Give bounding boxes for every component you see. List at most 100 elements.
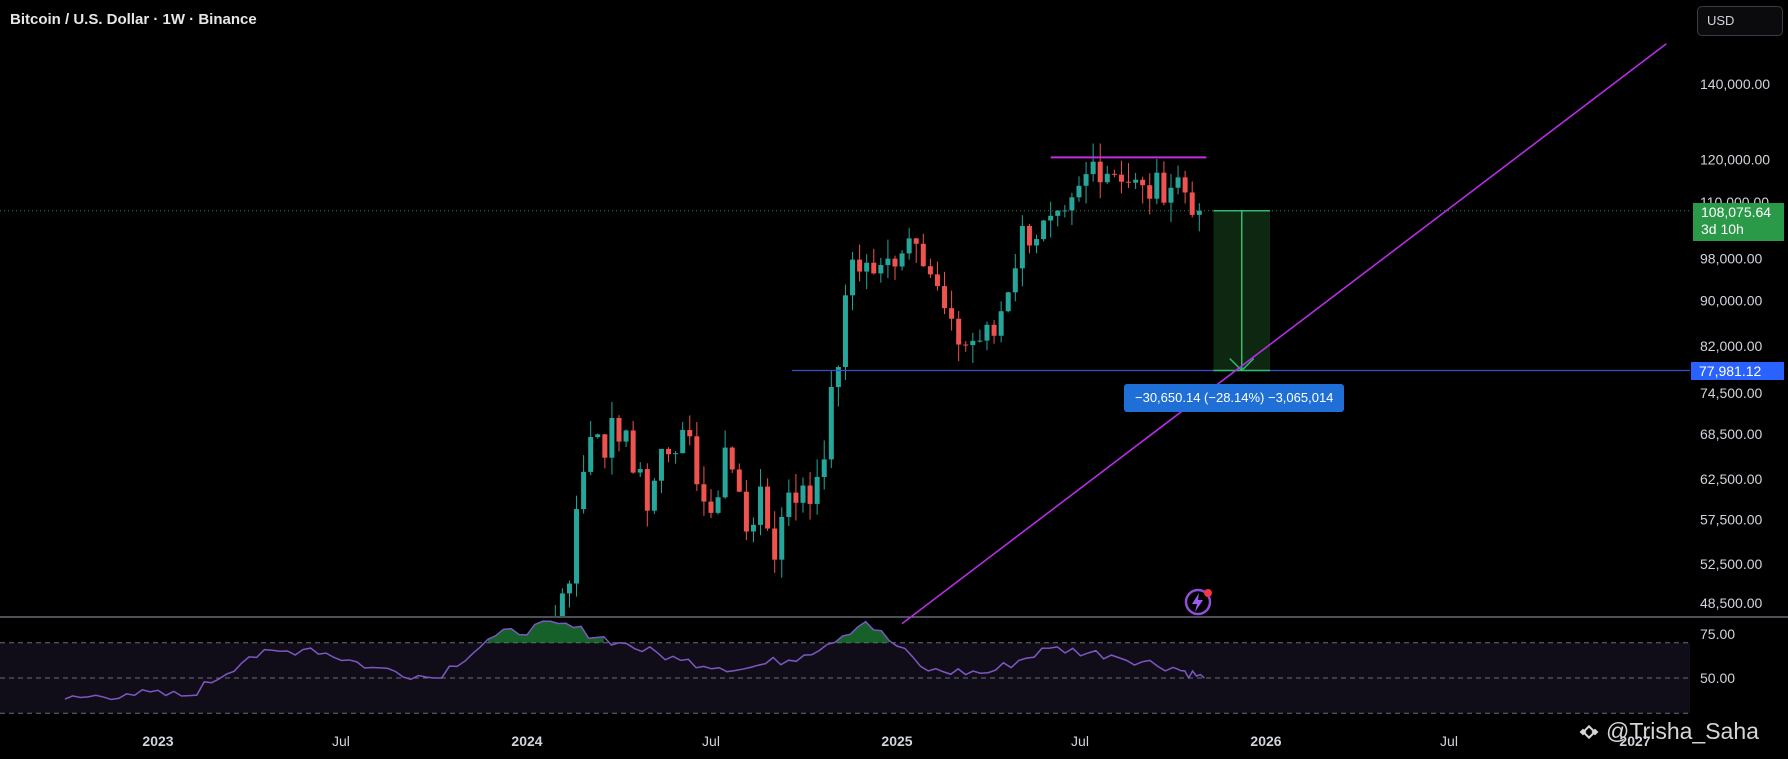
candle-body: [1012, 268, 1018, 293]
candle-body: [913, 238, 919, 244]
candle-body: [892, 258, 898, 267]
time-tick-label: Jul: [1440, 733, 1458, 749]
candle-body: [1019, 226, 1025, 269]
candle-body: [1147, 185, 1153, 199]
measure-arrow-head: [1229, 357, 1255, 372]
candle-body: [743, 491, 749, 532]
price-tick-label: 90,000.00: [1700, 292, 1762, 308]
candle-body: [1005, 292, 1011, 312]
candle-body: [956, 318, 962, 345]
candle-body: [821, 459, 827, 477]
candle-body: [1161, 172, 1167, 203]
candle-body: [673, 453, 679, 455]
candle-body: [1062, 210, 1068, 212]
time-tick-label: 2027: [1619, 733, 1650, 749]
candle-body: [574, 509, 580, 584]
price-tick-label: 62,500.00: [1700, 471, 1762, 487]
candle-body: [1189, 192, 1195, 215]
candle-body: [651, 480, 657, 511]
trendline: [901, 43, 1667, 625]
candle-body: [885, 258, 891, 266]
candle-body: [595, 434, 601, 438]
candle-body: [1048, 215, 1054, 221]
candle-body: [630, 430, 636, 473]
candle-body: [708, 501, 714, 513]
rsi-tick-label: 50.00: [1700, 670, 1735, 686]
candle-body: [694, 436, 700, 485]
price-tick-label: 98,000.00: [1700, 251, 1762, 267]
candle-body: [1055, 210, 1061, 216]
candle-body: [1175, 177, 1181, 188]
candle-body: [637, 469, 643, 473]
candle-body: [1041, 220, 1047, 240]
price-tick-label: 52,500.00: [1700, 556, 1762, 572]
price-tick-label: 140,000.00: [1700, 76, 1770, 92]
candle-body: [750, 524, 756, 532]
candle-body: [644, 469, 650, 511]
candle-body: [814, 476, 820, 504]
candle-body: [609, 417, 615, 458]
rsi-line: [64, 620, 1205, 701]
chart-title: Bitcoin / U.S. Dollar · 1W · Binance: [10, 11, 257, 28]
candle-body: [581, 471, 587, 510]
time-tick-label: 2026: [1250, 733, 1281, 749]
time-tick-label: 2023: [142, 733, 173, 749]
candle-body: [842, 295, 848, 368]
price-tick-label: 74,500.00: [1700, 385, 1762, 401]
candle-body: [920, 243, 926, 267]
candle-body: [736, 469, 742, 492]
candle-body: [927, 266, 933, 275]
candle-body: [800, 485, 806, 503]
candle-body: [1104, 173, 1110, 183]
candle-body: [963, 344, 969, 346]
candle-body: [878, 265, 884, 274]
candle-body: [899, 253, 905, 267]
candle-body: [1126, 181, 1132, 183]
lightning-bolt-icon[interactable]: [1182, 586, 1214, 618]
candle-body: [715, 497, 721, 513]
watermark-text: @Trisha_Saha: [1606, 718, 1759, 744]
candle-body: [991, 324, 997, 336]
rsi-overbought-fill: [487, 621, 604, 643]
price-tick-label: 68,500.00: [1700, 426, 1762, 442]
candle-body: [828, 386, 834, 460]
rsi-tick-label: 75.00: [1700, 626, 1735, 642]
candle-body: [1069, 197, 1075, 211]
candle-body: [1140, 179, 1146, 186]
candle-body: [934, 274, 940, 287]
candle-body: [779, 516, 785, 560]
time-tick-label: Jul: [332, 733, 350, 749]
candle-body: [1154, 172, 1160, 199]
measure-label[interactable]: −30,650.14 (−28.14%) −3,065,014: [1124, 384, 1345, 412]
price-axis: 140,000.00120,000.00110,000.0098,000.009…: [1700, 76, 1770, 611]
candle-body: [1182, 177, 1188, 193]
candle-body: [793, 492, 799, 503]
candles: [554, 143, 1202, 616]
candle-body: [906, 238, 912, 254]
candle-body: [871, 262, 877, 274]
candle-body: [835, 367, 841, 387]
time-tick-label: 2024: [511, 733, 542, 749]
candle-body: [807, 485, 813, 504]
candle-body: [998, 311, 1004, 336]
price-tick-label: 82,000.00: [1700, 338, 1762, 354]
target-price-badge: 77,981.12: [1691, 362, 1784, 380]
rsi-indicator: 75.00 50.00: [0, 620, 1735, 714]
candle-body: [970, 340, 976, 346]
currency-selector-button[interactable]: USD: [1697, 6, 1783, 36]
candle-body: [1111, 173, 1117, 175]
candle-body: [765, 486, 771, 529]
candle-body: [984, 324, 990, 341]
time-axis: 2023 Jul 2024 Jul 2025 Jul 2026 Jul 2027: [142, 733, 1650, 749]
candle-body: [758, 486, 764, 525]
candle-body: [701, 484, 707, 502]
candle-body: [680, 430, 686, 454]
candle-body: [566, 583, 572, 594]
candle-body: [588, 437, 594, 472]
time-tick-label: 2025: [881, 733, 912, 749]
price-tick-label: 48,500.00: [1700, 595, 1762, 611]
candle-body: [623, 430, 629, 442]
price-tick-label: 57,500.00: [1700, 512, 1762, 528]
